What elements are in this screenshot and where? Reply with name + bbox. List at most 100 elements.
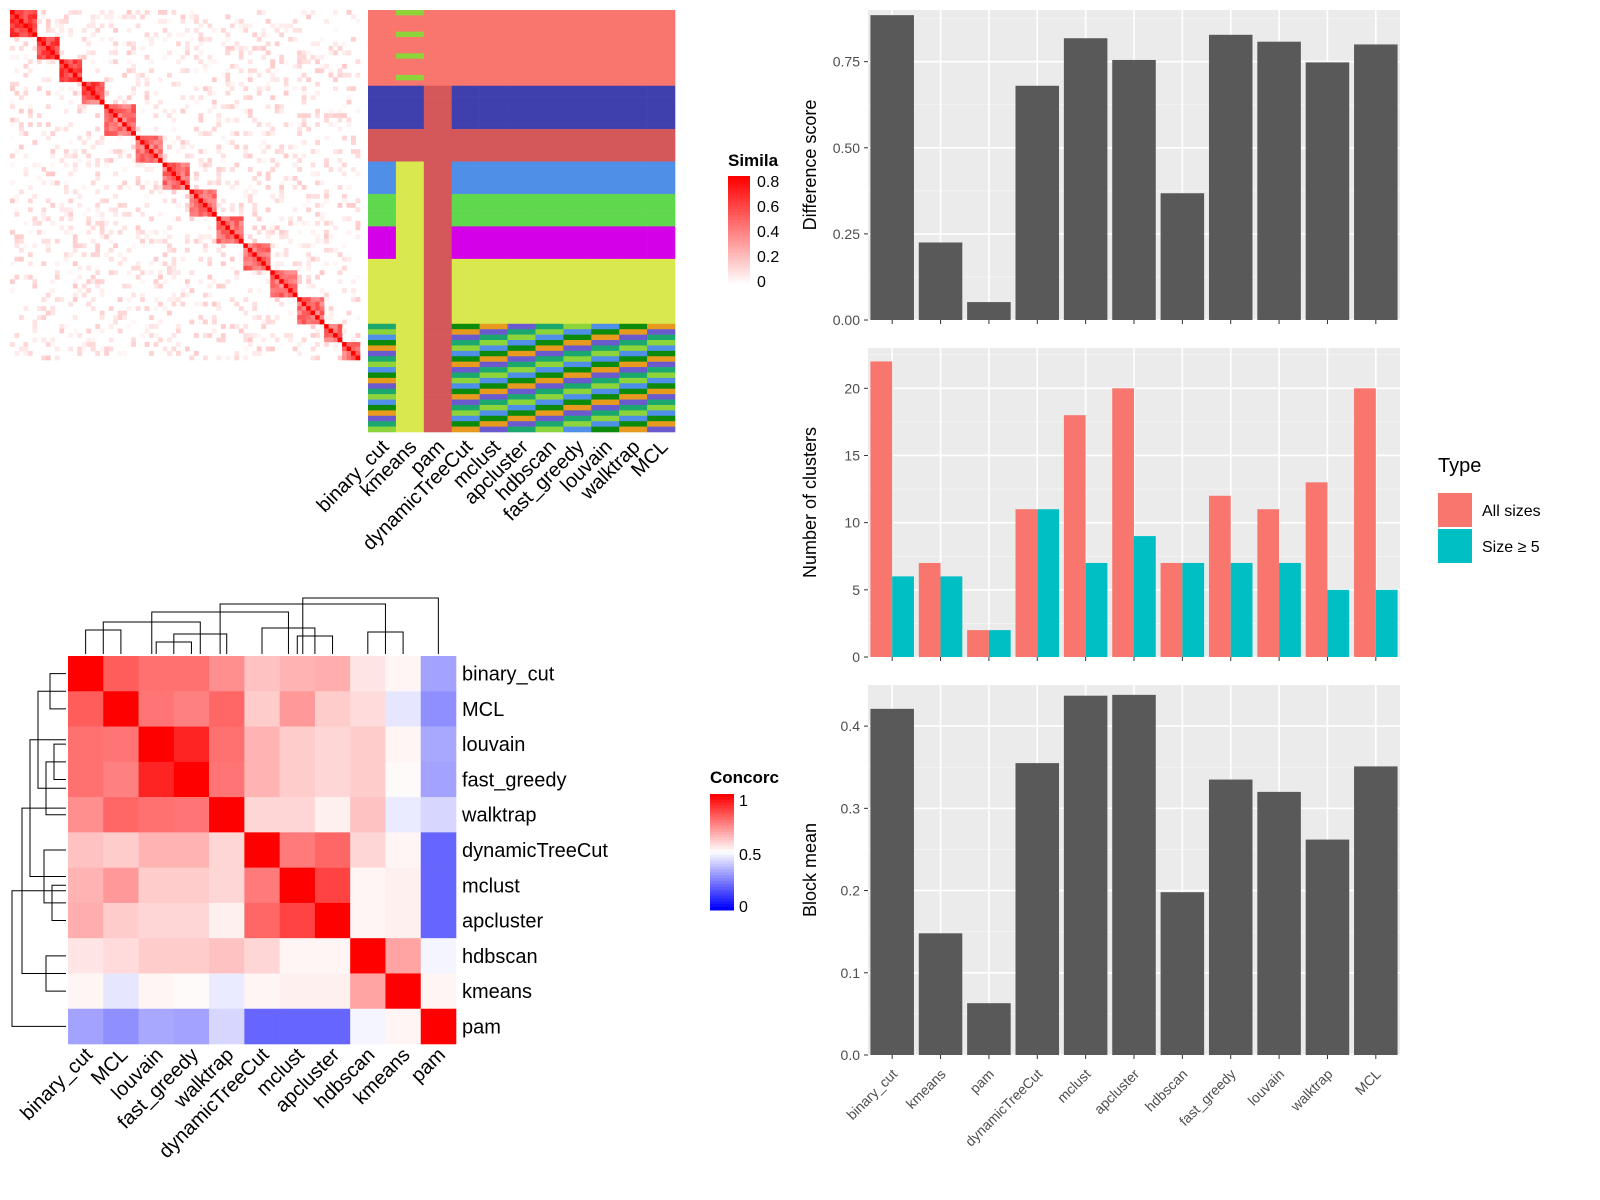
gradient-step bbox=[728, 242, 750, 246]
cluster-cell bbox=[451, 329, 480, 335]
cluster-cell bbox=[507, 258, 536, 265]
cluster-cell bbox=[647, 10, 676, 16]
cluster-cell bbox=[395, 183, 425, 189]
similarity-cell bbox=[283, 153, 289, 159]
y-tick-label: 0.50 bbox=[833, 140, 860, 156]
cluster-cell bbox=[395, 226, 425, 233]
cluster-cell bbox=[619, 269, 648, 276]
cluster-cell bbox=[619, 421, 648, 427]
cluster-cell bbox=[395, 96, 425, 103]
similarity-cell bbox=[117, 126, 123, 132]
similarity-cell bbox=[32, 319, 38, 325]
similarity-cell bbox=[355, 333, 361, 338]
cluster-cell bbox=[451, 345, 480, 352]
cluster-cell bbox=[535, 47, 564, 54]
cluster-cell bbox=[507, 404, 536, 411]
gradient-step bbox=[728, 264, 750, 268]
similarity-cell bbox=[23, 18, 29, 24]
similarity-cell bbox=[189, 189, 195, 195]
concordance-cell bbox=[103, 938, 139, 974]
similarity-cell bbox=[220, 216, 226, 222]
cluster-cell bbox=[591, 307, 620, 314]
similarity-cell bbox=[243, 247, 249, 253]
cluster-cell bbox=[647, 340, 676, 346]
similarity-cell bbox=[193, 198, 199, 204]
similarity-cell bbox=[158, 283, 163, 289]
cluster-cell bbox=[647, 139, 676, 146]
cluster-cell bbox=[647, 356, 676, 362]
similarity-cell bbox=[207, 63, 213, 69]
cluster-cell bbox=[368, 123, 397, 130]
similarity-cell bbox=[346, 10, 352, 15]
y-tick-label: 0.2 bbox=[841, 883, 861, 899]
cluster-cell bbox=[647, 199, 676, 206]
similarity-cell bbox=[32, 243, 38, 249]
similarity-cell bbox=[18, 234, 24, 240]
cluster-cell bbox=[423, 231, 453, 238]
similarity-cell bbox=[59, 86, 65, 92]
cluster-cell bbox=[563, 345, 592, 352]
cluster-cell bbox=[423, 166, 453, 173]
cluster-cell bbox=[368, 329, 397, 335]
similarity-cell bbox=[72, 153, 78, 159]
similarity-cell bbox=[81, 252, 87, 258]
cluster-cell bbox=[535, 204, 564, 211]
cluster-cell bbox=[647, 237, 676, 243]
similarity-cell bbox=[342, 104, 347, 110]
similarity-cell bbox=[342, 63, 347, 69]
similarity-cell bbox=[68, 59, 74, 65]
cluster-cell bbox=[451, 64, 480, 70]
cluster-cell bbox=[535, 372, 564, 379]
similarity-cell bbox=[301, 86, 307, 92]
gradient-step bbox=[710, 814, 734, 818]
similarity-cell bbox=[243, 337, 249, 343]
cluster-cell bbox=[563, 383, 592, 390]
similarity-cell bbox=[185, 207, 190, 213]
similarity-cell bbox=[153, 306, 159, 311]
concordance-cell bbox=[385, 973, 422, 1010]
similarity-cell bbox=[202, 216, 208, 222]
similarity-cell bbox=[171, 274, 177, 280]
x-tick-label: MCL bbox=[1352, 1066, 1384, 1098]
concordance-cell bbox=[314, 973, 351, 1010]
similarity-cell bbox=[86, 50, 92, 56]
gradient-step bbox=[710, 901, 734, 905]
similarity-cell bbox=[346, 72, 352, 78]
concordance-cell bbox=[173, 726, 210, 763]
similarity-cell bbox=[279, 108, 285, 114]
concordance-cell bbox=[209, 726, 245, 763]
similarity-cell bbox=[297, 342, 302, 347]
similarity-cell bbox=[126, 113, 132, 118]
similarity-cell bbox=[77, 135, 83, 141]
similarity-cell bbox=[193, 126, 199, 132]
cluster-cell bbox=[451, 399, 480, 406]
similarity-cell bbox=[162, 36, 168, 42]
similarity-cell bbox=[274, 270, 280, 276]
similarity-cell bbox=[310, 243, 316, 249]
cluster-cell bbox=[647, 221, 676, 227]
similarity-cell bbox=[59, 207, 65, 213]
similarity-cell bbox=[59, 324, 65, 329]
cluster-cell bbox=[591, 394, 620, 400]
similarity-cell bbox=[77, 77, 83, 83]
similarity-cell bbox=[265, 81, 271, 87]
cluster-cell bbox=[368, 323, 397, 330]
cluster-cell bbox=[563, 329, 592, 335]
cluster-cell bbox=[507, 421, 536, 427]
cluster-cell bbox=[619, 367, 648, 373]
gradient-step bbox=[710, 823, 734, 827]
similarity-cell bbox=[140, 135, 145, 141]
similarity-cell bbox=[193, 18, 199, 24]
cluster-cell bbox=[479, 280, 508, 287]
cluster-cell bbox=[535, 129, 564, 135]
similarity-cell bbox=[229, 202, 235, 208]
concordance-cell bbox=[385, 691, 422, 727]
cluster-cell bbox=[395, 291, 425, 298]
cluster-cell bbox=[647, 415, 676, 422]
similarity-cell bbox=[41, 355, 47, 361]
cluster-cell bbox=[647, 372, 676, 379]
cluster-cell bbox=[591, 80, 620, 87]
cluster-cell bbox=[647, 112, 676, 119]
cluster-cell bbox=[591, 426, 620, 433]
cluster-cell bbox=[395, 193, 425, 200]
